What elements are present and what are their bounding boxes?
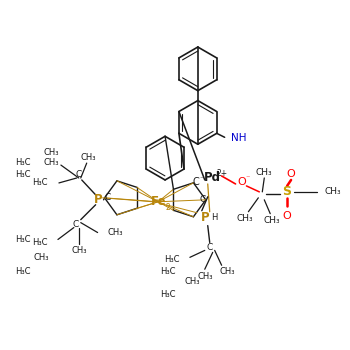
Text: CH₃: CH₃ xyxy=(236,214,253,223)
Text: CH₃: CH₃ xyxy=(325,187,342,196)
Text: CH₃: CH₃ xyxy=(185,276,201,286)
Text: Fe: Fe xyxy=(150,195,166,208)
Text: O: O xyxy=(237,177,246,187)
Text: C: C xyxy=(76,170,82,180)
Text: CH₃: CH₃ xyxy=(81,153,97,162)
Text: CH₃: CH₃ xyxy=(220,267,235,276)
Text: C: C xyxy=(73,220,79,229)
Text: CH₃: CH₃ xyxy=(197,272,212,281)
Text: CH₃: CH₃ xyxy=(107,228,123,237)
Text: O: O xyxy=(283,211,292,220)
Text: H₃C: H₃C xyxy=(15,267,31,276)
Text: H₃C: H₃C xyxy=(160,267,176,276)
Text: P: P xyxy=(201,211,209,224)
Text: P: P xyxy=(94,193,103,206)
Text: CH₃: CH₃ xyxy=(43,158,59,167)
Text: CH₃: CH₃ xyxy=(71,246,86,255)
Text: CH₃: CH₃ xyxy=(264,216,281,225)
Text: Pd: Pd xyxy=(204,172,221,184)
Text: C: C xyxy=(104,193,111,202)
Text: NH: NH xyxy=(231,133,246,143)
Text: S: S xyxy=(282,186,292,198)
Text: 2: 2 xyxy=(166,203,170,212)
Text: 2+: 2+ xyxy=(216,168,227,177)
Text: H₃C: H₃C xyxy=(15,170,31,180)
Text: H₃C: H₃C xyxy=(33,178,48,188)
Text: H₃C: H₃C xyxy=(33,238,48,247)
Text: CH₃: CH₃ xyxy=(33,253,49,262)
Text: O: O xyxy=(287,169,295,179)
Text: C: C xyxy=(199,195,206,204)
Text: H₃C: H₃C xyxy=(15,158,31,167)
Text: H: H xyxy=(211,213,217,222)
Text: H₃C: H₃C xyxy=(164,255,180,264)
Text: H₃C: H₃C xyxy=(160,289,176,299)
Text: H₃C: H₃C xyxy=(15,235,31,244)
Text: C: C xyxy=(206,243,213,252)
Text: ⁻: ⁻ xyxy=(245,174,250,182)
Text: ⁻: ⁻ xyxy=(200,174,204,183)
Text: C: C xyxy=(193,177,199,187)
Text: CH₃: CH₃ xyxy=(43,148,59,157)
Text: CH₃: CH₃ xyxy=(256,168,273,176)
